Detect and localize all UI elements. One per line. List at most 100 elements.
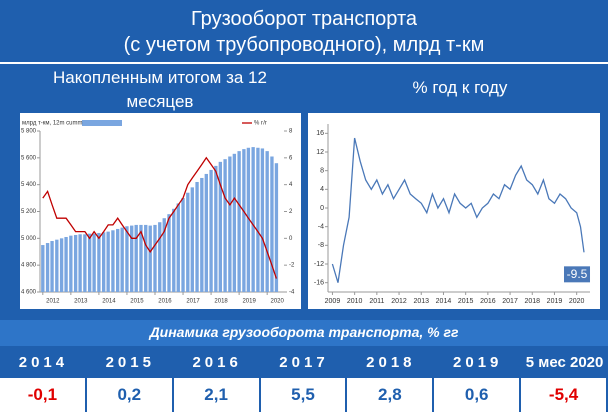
bar xyxy=(106,231,110,292)
bar xyxy=(270,156,274,292)
year-header: 2019 xyxy=(453,354,503,371)
value-label-box xyxy=(564,266,591,283)
bar xyxy=(148,225,152,292)
bar xyxy=(134,224,138,292)
year-header: 2014 xyxy=(18,354,69,371)
bar xyxy=(251,147,255,292)
line xyxy=(42,156,278,279)
bar xyxy=(101,232,106,292)
bar xyxy=(116,228,120,292)
bar xyxy=(73,234,78,292)
bar xyxy=(87,233,92,292)
legend-swatch xyxy=(82,120,122,126)
x-tick-label: 2019 xyxy=(547,298,563,305)
value-cell: 0,2 xyxy=(87,378,174,412)
y2-tick-label: 0 xyxy=(289,236,293,242)
bar xyxy=(139,224,143,292)
x-tick-label: 2018 xyxy=(214,299,228,305)
value-cell: 5,5 xyxy=(261,378,348,412)
x-tick-label: 2012 xyxy=(391,298,407,305)
bar xyxy=(144,224,148,292)
y-tick-label: 5 200 xyxy=(21,209,37,215)
x-tick-label: 2016 xyxy=(158,299,172,305)
bar xyxy=(158,222,162,292)
x-tick-label: 2013 xyxy=(74,299,88,305)
bar xyxy=(167,214,171,292)
value-cell: 2,1 xyxy=(174,378,261,412)
bar xyxy=(172,208,176,292)
x-tick-label: 2017 xyxy=(186,299,200,305)
y-tick-label: 12 xyxy=(316,149,324,156)
legend-label: млрд т-км, 12m cumm xyxy=(22,121,83,127)
bar xyxy=(59,238,64,292)
y-tick-label: 5 600 xyxy=(21,155,37,161)
bar xyxy=(176,203,180,292)
bar xyxy=(256,147,260,292)
bar xyxy=(111,230,115,292)
x-tick-label: 2014 xyxy=(102,299,116,305)
y-tick-label: 4 800 xyxy=(21,263,37,269)
bar xyxy=(186,192,190,292)
bar xyxy=(153,224,157,292)
year-header: 2015 xyxy=(105,354,155,371)
y-tick-label: 8 xyxy=(320,168,324,175)
divider xyxy=(0,62,608,64)
bar xyxy=(130,225,134,292)
bar xyxy=(120,227,124,292)
x-tick-label: 2014 xyxy=(436,298,452,305)
title-line: Грузооборот транспорта xyxy=(190,8,418,30)
bar xyxy=(181,198,185,292)
chart-panel xyxy=(308,113,600,309)
chart-title: Накопленным итогом за 12 месяцев xyxy=(53,68,267,111)
x-tick-label: 2010 xyxy=(347,298,363,305)
y2-tick-label: 6 xyxy=(289,155,293,161)
legend-label: % г/г xyxy=(254,121,268,127)
bar xyxy=(242,149,246,292)
y-tick-label: 0 xyxy=(320,205,324,212)
x-tick-label: 2012 xyxy=(46,299,60,305)
charts: 4 600 4 800 5 000 5 200 5 400 5 600 5 800 -4 -2 0… xyxy=(20,113,600,309)
table-title-bar xyxy=(0,320,608,346)
x-tick-label: 2015 xyxy=(130,299,144,305)
bar xyxy=(204,173,208,292)
bar xyxy=(228,156,232,292)
year-header: 2017 xyxy=(279,354,329,371)
y-tick-label: -4 xyxy=(318,224,324,231)
bar xyxy=(223,159,227,292)
value-cell: 0,6 xyxy=(434,378,522,412)
bar xyxy=(195,181,199,292)
x-tick-label: 2018 xyxy=(524,298,540,305)
bar xyxy=(237,151,241,292)
year-header: 2016 xyxy=(192,354,242,371)
value-cell: 2,8 xyxy=(347,378,435,412)
y-tick-label: 5 000 xyxy=(21,236,37,242)
x-tick-label: 2013 xyxy=(413,298,429,305)
year-header: 5 мес 2020 xyxy=(525,354,604,371)
bar xyxy=(200,177,204,292)
value-label: -9.5 xyxy=(567,267,588,281)
page-title: Грузооборот транспорта (с учетом трубопр… xyxy=(0,6,608,58)
bar xyxy=(190,187,194,292)
bar xyxy=(260,148,265,292)
bar xyxy=(92,233,96,292)
bar xyxy=(209,169,213,292)
bar xyxy=(64,236,68,292)
bar xyxy=(78,234,82,292)
bar xyxy=(218,161,223,292)
line xyxy=(331,137,585,283)
bar xyxy=(274,163,279,292)
y-tick-label: -16 xyxy=(314,280,324,287)
table-title: Динамика грузооборота транспорта, % гг xyxy=(149,324,459,340)
bar xyxy=(45,243,50,292)
title-line: (с учетом трубопроводного), млрд т-км xyxy=(123,34,485,56)
bar xyxy=(246,147,251,292)
x-tick-label: 2019 xyxy=(242,299,256,305)
bar xyxy=(162,218,166,292)
y2-tick-label: 8 xyxy=(289,129,293,135)
y2-tick-label: 2 xyxy=(289,209,293,215)
y2-tick-label: -2 xyxy=(289,263,295,269)
value-row xyxy=(0,378,608,412)
y-tick-label: 5 800 xyxy=(21,129,37,135)
y-tick-label: -8 xyxy=(318,242,324,249)
